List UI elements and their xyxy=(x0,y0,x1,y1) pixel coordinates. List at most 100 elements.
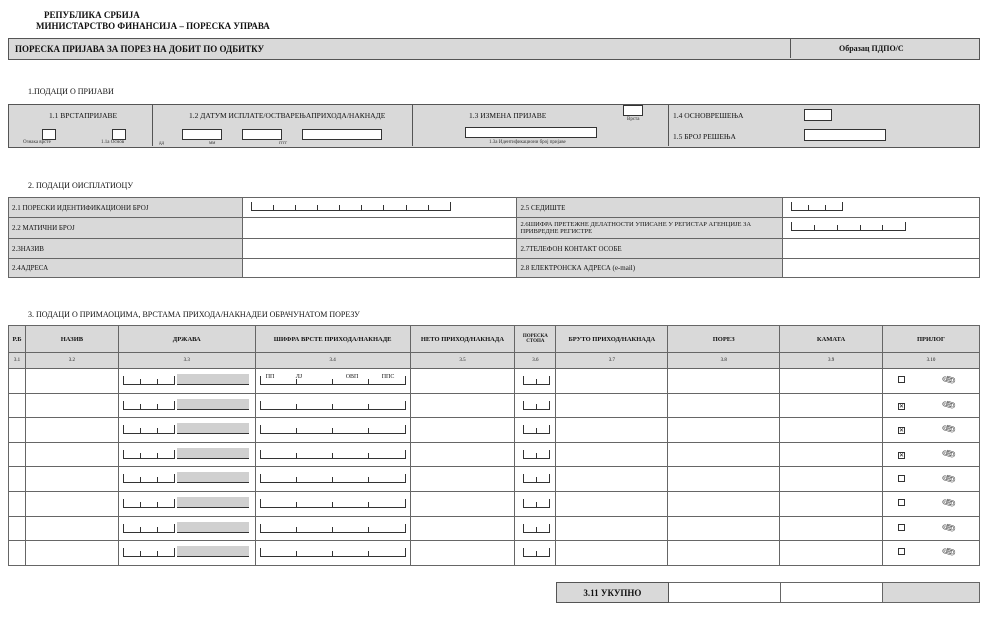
cell-3.9[interactable] xyxy=(779,540,884,566)
cell-3.7[interactable] xyxy=(555,490,669,517)
cell-3.10[interactable]: 📎︎ xyxy=(882,368,980,394)
cell-3.3[interactable] xyxy=(117,540,256,566)
cell-3.9[interactable] xyxy=(779,490,884,517)
total-tax-cell[interactable] xyxy=(667,582,781,603)
cell-3.2[interactable] xyxy=(24,490,119,517)
paperclip-icon[interactable]: 📎︎ xyxy=(941,446,958,463)
cell-3.8[interactable] xyxy=(667,441,781,468)
cell-3.5[interactable] xyxy=(409,441,516,468)
cell-3.6[interactable] xyxy=(514,515,557,542)
cell-3.6[interactable] xyxy=(514,490,557,517)
cell-3.6[interactable] xyxy=(514,368,557,394)
cell-3.6[interactable] xyxy=(514,466,557,492)
cell-3.2[interactable] xyxy=(24,515,119,542)
paperclip-icon[interactable]: 📎︎ xyxy=(941,422,958,438)
attachment-checkbox[interactable]: ✕ xyxy=(898,427,906,435)
cell-3.5[interactable] xyxy=(409,540,516,566)
attachment-checkbox[interactable]: ✕ xyxy=(898,452,906,460)
cell-3.10[interactable]: 📎︎ xyxy=(882,490,980,517)
cell-3.8[interactable] xyxy=(667,392,781,419)
cell-3.4[interactable]: ПП ЛЈ ОВП ППС xyxy=(254,368,411,394)
cell-3.7[interactable] xyxy=(555,540,669,566)
cell-3.7[interactable] xyxy=(555,368,669,394)
cell-3.8[interactable] xyxy=(667,515,781,542)
cell-3.10[interactable]: 📎︎ xyxy=(882,466,980,492)
cell-3.3[interactable] xyxy=(117,441,256,468)
cell-3.7[interactable] xyxy=(555,417,669,443)
date-month-input[interactable] xyxy=(242,129,282,140)
cell-3.2[interactable] xyxy=(24,540,119,566)
cell-3.5[interactable] xyxy=(409,515,516,542)
cell-3.7[interactable] xyxy=(555,466,669,492)
date-year-input[interactable] xyxy=(302,129,382,140)
attachment-checkbox[interactable] xyxy=(898,499,906,507)
cell-3.8[interactable] xyxy=(667,466,781,492)
cell-3.10[interactable]: ✕ 📎︎ xyxy=(882,392,980,419)
decision-number-input[interactable] xyxy=(804,129,886,141)
cell-3.10[interactable]: 📎︎ xyxy=(882,540,980,566)
report-id-input[interactable] xyxy=(465,127,597,138)
paperclip-icon[interactable]: 📎︎ xyxy=(941,397,958,414)
cell-3.3[interactable] xyxy=(117,466,256,492)
attachment-checkbox[interactable] xyxy=(898,376,906,384)
phone-input[interactable] xyxy=(782,238,980,259)
cell-3.4[interactable] xyxy=(254,392,411,419)
cell-3.3[interactable] xyxy=(117,417,256,443)
name-input[interactable] xyxy=(241,238,518,259)
cell-3.6[interactable] xyxy=(514,392,557,419)
cell-3.1[interactable] xyxy=(8,515,26,542)
email-input[interactable] xyxy=(782,258,980,278)
cell-3.10[interactable]: ✕ 📎︎ xyxy=(882,441,980,468)
cell-3.6[interactable] xyxy=(514,441,557,468)
cell-3.5[interactable] xyxy=(409,392,516,419)
cell-3.4[interactable] xyxy=(254,540,411,566)
report-type-input[interactable] xyxy=(42,129,56,140)
cell-3.1[interactable] xyxy=(8,540,26,566)
address-input[interactable] xyxy=(241,258,518,278)
cell-3.5[interactable] xyxy=(409,417,516,443)
cell-3.8[interactable] xyxy=(667,540,781,566)
total-interest-cell[interactable] xyxy=(779,582,884,603)
cell-3.10[interactable]: ✕ 📎︎ xyxy=(882,417,980,443)
cell-3.6[interactable] xyxy=(514,540,557,566)
cell-3.9[interactable] xyxy=(779,466,884,492)
cell-3.2[interactable] xyxy=(24,392,119,419)
cell-3.2[interactable] xyxy=(24,466,119,492)
tax-id-input[interactable] xyxy=(241,197,518,218)
cell-3.2[interactable] xyxy=(24,417,119,443)
paperclip-icon[interactable]: 📎︎ xyxy=(941,372,958,389)
cell-3.9[interactable] xyxy=(779,417,884,443)
cell-3.1[interactable] xyxy=(8,466,26,492)
cell-3.5[interactable] xyxy=(409,368,516,394)
cell-3.4[interactable] xyxy=(254,466,411,492)
cell-3.8[interactable] xyxy=(667,490,781,517)
paperclip-icon[interactable]: 📎︎ xyxy=(941,545,958,561)
cell-3.9[interactable] xyxy=(779,441,884,468)
cell-3.9[interactable] xyxy=(779,515,884,542)
reg-number-input[interactable] xyxy=(241,217,518,239)
cell-3.4[interactable] xyxy=(254,515,411,542)
decision-basis-input[interactable] xyxy=(804,109,832,121)
cell-3.1[interactable] xyxy=(8,417,26,443)
cell-3.4[interactable] xyxy=(254,417,411,443)
cell-3.3[interactable] xyxy=(117,368,256,394)
cell-3.5[interactable] xyxy=(409,466,516,492)
seat-input[interactable] xyxy=(782,197,980,218)
basis-input[interactable] xyxy=(112,129,126,140)
cell-3.1[interactable] xyxy=(8,441,26,468)
cell-3.10[interactable]: 📎︎ xyxy=(882,515,980,542)
paperclip-icon[interactable]: 📎︎ xyxy=(941,520,958,537)
cell-3.5[interactable] xyxy=(409,490,516,517)
paperclip-icon[interactable]: 📎︎ xyxy=(941,495,958,512)
paperclip-icon[interactable]: 📎︎ xyxy=(941,471,958,488)
cell-3.4[interactable] xyxy=(254,490,411,517)
cell-3.7[interactable] xyxy=(555,515,669,542)
cell-3.9[interactable] xyxy=(779,368,884,394)
cell-3.6[interactable] xyxy=(514,417,557,443)
cell-3.3[interactable] xyxy=(117,515,256,542)
amendment-type-input[interactable] xyxy=(623,105,643,116)
cell-3.8[interactable] xyxy=(667,368,781,394)
cell-3.1[interactable] xyxy=(8,368,26,394)
activity-code-input[interactable] xyxy=(782,217,980,239)
cell-3.2[interactable] xyxy=(24,441,119,468)
